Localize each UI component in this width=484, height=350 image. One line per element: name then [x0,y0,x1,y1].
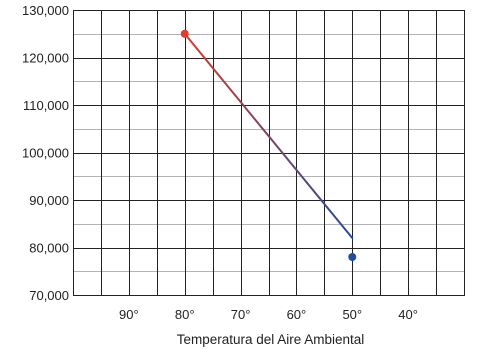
y-tick-label: 90,000 [29,193,69,208]
x-axis-ticks: 90° 80° 70° 60° 50° 40° [119,307,418,322]
y-tick-label: 70,000 [29,288,69,303]
start-point [180,29,189,38]
series-line [183,32,354,239]
end-point [348,253,357,261]
grid [73,10,464,296]
x-tick-label: 70° [231,307,251,322]
plot-frame [73,10,465,296]
y-tick-label: 100,000 [22,146,69,161]
x-tick-label: 40° [398,307,418,322]
y-axis-ticks: 70,000 80,000 90,000 100,000 110,000 120,000 1… [22,3,69,303]
series [180,29,357,261]
y-tick-label: 110,000 [23,98,69,113]
y-tick-label: 80,000 [29,241,69,256]
x-axis-title: Temperatura del Aire Ambiental [177,332,365,347]
y-tick-label: 120,000 [22,51,69,66]
x-tick-label: 60° [287,307,307,322]
y-tick-label: 130,000 [22,3,69,18]
x-tick-label: 90° [119,307,139,322]
x-tick-label: 80° [175,307,195,322]
x-tick-label: 50° [342,307,362,322]
